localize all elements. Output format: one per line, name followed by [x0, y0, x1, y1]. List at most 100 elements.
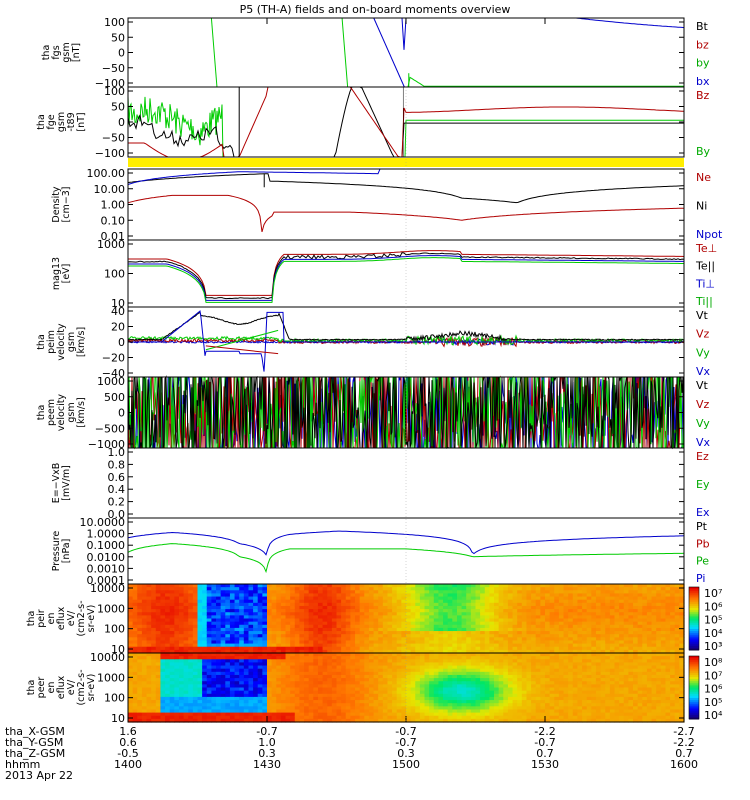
spectro-cell: [327, 684, 333, 689]
spectro-cell: [285, 674, 291, 679]
spectro-cell: [294, 587, 301, 591]
spectro-cell: [290, 674, 296, 679]
spectro-cell: [155, 656, 162, 660]
spectro-cell: [507, 612, 514, 616]
spectro-cell: [225, 684, 231, 689]
spectro-cell: [151, 656, 157, 660]
spectro-cell: [216, 653, 222, 657]
spectro-cell: [262, 718, 268, 723]
spectro-cell: [456, 643, 463, 648]
spectro-cell: [276, 715, 282, 720]
spectro-cell: [216, 674, 222, 679]
spectro-cell: [308, 684, 314, 689]
spectro-cell: [651, 596, 657, 601]
spectro-cell: [554, 624, 560, 629]
spectro-cell: [174, 706, 180, 711]
spectro-cell: [216, 605, 222, 610]
spectro-cell: [355, 696, 361, 701]
spectro-cell: [151, 624, 157, 629]
spectro-cell: [651, 602, 657, 607]
spectro-cell: [614, 621, 620, 626]
spectro-cell: [679, 649, 685, 654]
spectro-cell: [178, 631, 185, 635]
spectro-cell: [582, 631, 588, 635]
spectro-cell: [128, 665, 134, 670]
spectro-cell: [517, 668, 523, 673]
spectro-cell: [382, 659, 389, 664]
spectro-cell: [373, 612, 379, 616]
spectro-cell: [243, 693, 250, 698]
spectro-cell: [169, 618, 175, 623]
spectro-cell: [619, 618, 625, 623]
spectro-cell: [178, 612, 185, 616]
spectro-cell: [151, 615, 157, 620]
spectro-cell: [350, 627, 356, 632]
spectro-cell: [466, 703, 472, 707]
spectro-cell: [498, 618, 504, 623]
spectro-cell: [600, 662, 606, 667]
spectro-cell: [549, 684, 555, 689]
spectro-cell: [568, 649, 574, 654]
spectro-cell: [146, 612, 152, 616]
spectro-cell: [586, 715, 592, 720]
spectro-cell: [415, 631, 421, 635]
spectro-cell: [521, 674, 528, 679]
spectro-cell: [229, 643, 236, 648]
spectro-cell: [507, 678, 514, 682]
spectro-cell: [396, 665, 402, 670]
spectro-cell: [183, 681, 189, 685]
spectro-cell: [341, 605, 347, 610]
spectro-cell: [531, 668, 537, 673]
spectro-cell: [494, 681, 500, 685]
spectro-cell: [267, 709, 273, 714]
spectro-cell: [540, 602, 546, 607]
spectro-cell: [447, 690, 453, 695]
spectro-cell: [586, 605, 592, 610]
spectro-cell: [406, 621, 412, 626]
spectro-cell: [322, 674, 328, 679]
spectro-cell: [401, 612, 407, 616]
spectro-cell: [605, 615, 611, 620]
spectro-cell: [605, 637, 611, 642]
spectro-cell: [600, 631, 606, 635]
spectro-cell: [225, 671, 231, 676]
spectro-cell: [535, 599, 541, 604]
spectro-cell: [461, 671, 467, 676]
spectro-cell: [660, 631, 667, 635]
spectro-cell: [322, 687, 328, 692]
spectro-cell: [540, 668, 546, 673]
spectro-cell: [419, 605, 426, 610]
spectro-cell: [586, 671, 592, 676]
spectro-cell: [202, 627, 208, 632]
spectro-cell: [572, 596, 579, 601]
spectro-cell: [169, 662, 175, 667]
spectro-cell: [243, 665, 250, 670]
spectro-cell: [267, 659, 273, 664]
spectro-cell: [438, 712, 444, 717]
spectro-cell: [429, 715, 435, 720]
spectro-cell: [595, 653, 602, 657]
spectro-cell: [447, 715, 453, 720]
spectro-cell: [415, 700, 421, 704]
spectro-cell: [614, 631, 620, 635]
spectro-cell: [503, 674, 509, 679]
spectro-cell: [480, 602, 486, 607]
spectro-cell: [216, 637, 222, 642]
spectro-cell: [220, 640, 226, 645]
spectro-cell: [410, 649, 416, 654]
spectro-cell: [600, 696, 606, 701]
spectro-cell: [341, 596, 347, 601]
spectro-cell: [572, 709, 579, 714]
spectro-cell: [355, 718, 361, 723]
spectro-cell: [577, 703, 583, 707]
spectro-cell: [517, 599, 523, 604]
spectro-cell: [424, 590, 430, 595]
spectro-cell: [364, 656, 370, 660]
spectro-cell: [396, 631, 402, 635]
spectro-cell: [285, 584, 291, 588]
spectro-cell: [248, 668, 254, 673]
spectro-cell: [494, 649, 500, 654]
spectro-cell: [183, 596, 189, 601]
spectro-cell: [294, 681, 301, 685]
spectro-cell: [512, 605, 518, 610]
